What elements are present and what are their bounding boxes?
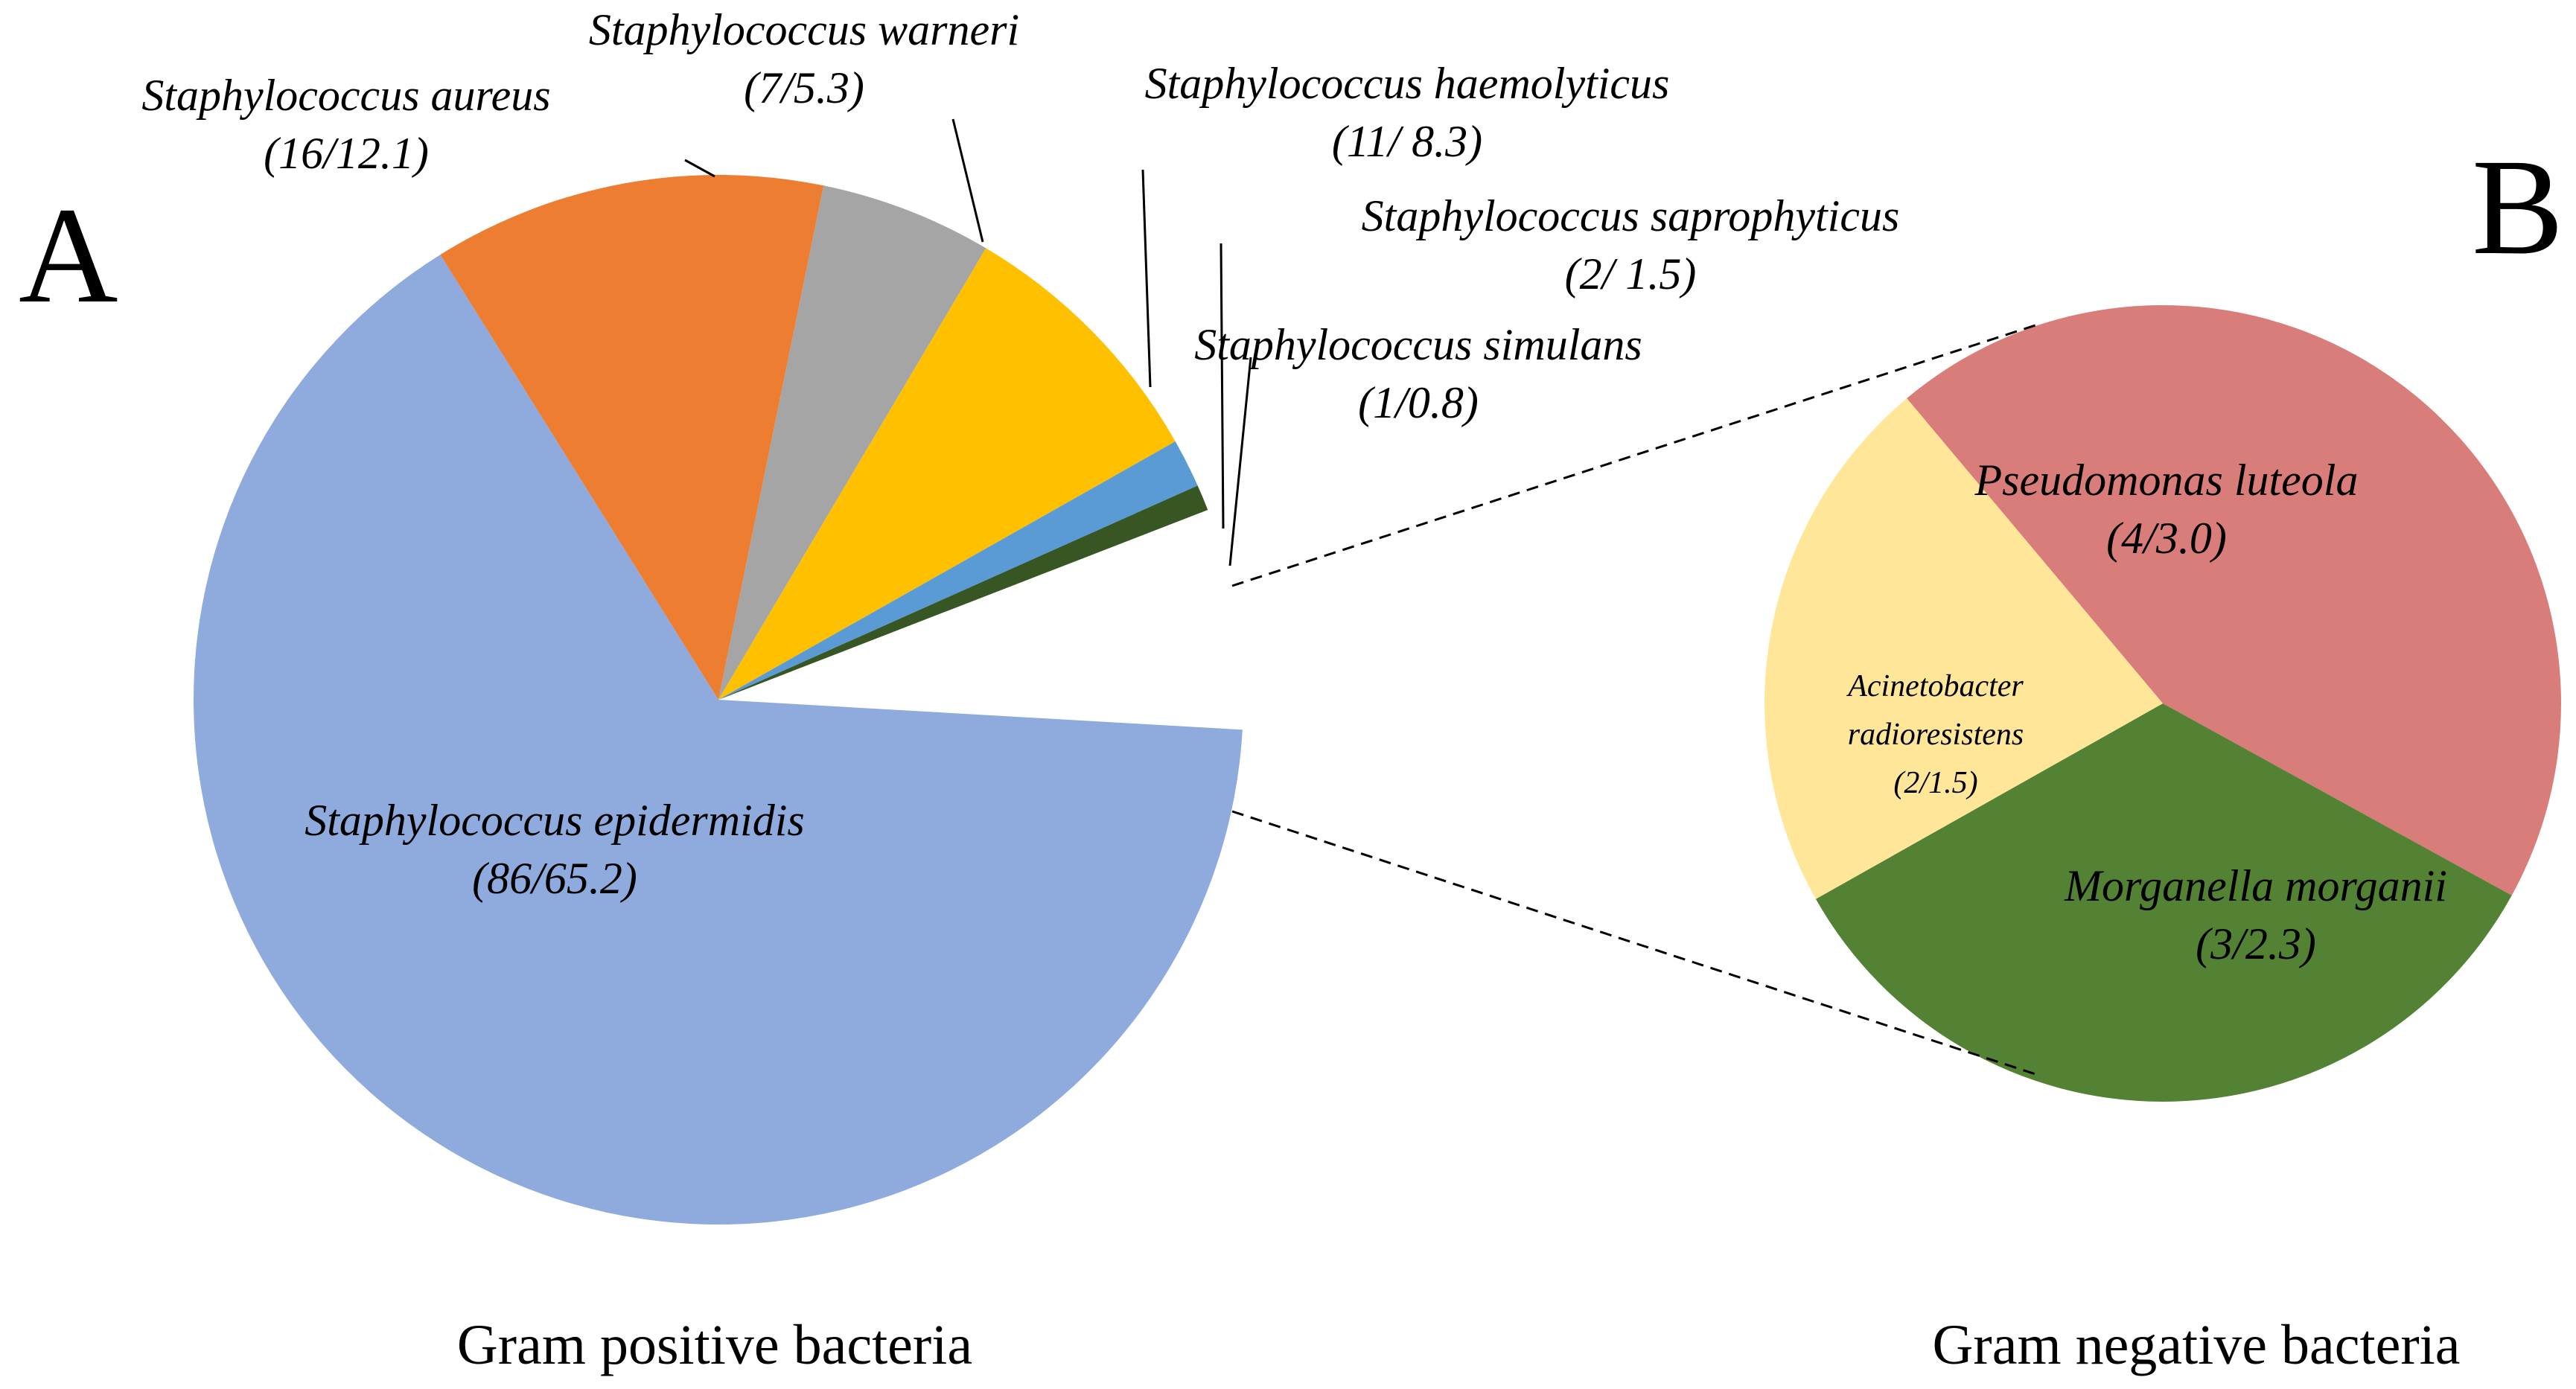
leader-line-haemolyticus xyxy=(1141,169,1152,388)
label-epidermidis-name: Staphylococcus epidermidis xyxy=(305,796,805,845)
label-luteola-value: (4/3.0) xyxy=(2106,514,2227,563)
label-simulans-name: Staphylococcus simulans xyxy=(1194,320,1642,369)
panel-letter-b: B xyxy=(2472,131,2563,284)
label-saprophyticus-name: Staphylococcus saprophyticus xyxy=(1362,191,1900,240)
leader-line-aureus xyxy=(684,159,715,178)
slice-b-1 xyxy=(1815,703,2512,1102)
slice-a-4 xyxy=(718,441,1198,700)
slice-a-1 xyxy=(440,175,824,700)
slice-a-0 xyxy=(194,255,1243,1225)
label-warneri-name: Staphylococcus warneri xyxy=(589,5,1019,54)
panel-letter-a: A xyxy=(19,179,118,332)
leader-line-warneri xyxy=(951,118,984,243)
slice-a-5 xyxy=(718,485,1208,700)
label-acinetobacter-name-line1: Acinetobacter xyxy=(1846,669,2024,703)
label-haemolyticus-name: Staphylococcus haemolyticus xyxy=(1145,59,1670,108)
label-morganii-value: (3/2.3) xyxy=(2196,919,2316,968)
label-morganii-name: Morganella morganii xyxy=(2064,861,2447,910)
leader-line-saprophyticus xyxy=(1220,243,1225,529)
label-saprophyticus-value: (2/ 1.5) xyxy=(1565,249,1697,298)
label-epidermidis-value: (86/65.2) xyxy=(472,854,637,903)
pie-chart-a xyxy=(194,175,1243,1225)
leader-line-simulans xyxy=(1228,357,1252,566)
connector-line-top xyxy=(1231,322,2041,587)
caption-gram-positive: Gram positive bacteria xyxy=(457,1314,972,1376)
label-luteola-name: Pseudomonas luteola xyxy=(1974,456,2359,505)
label-haemolyticus-value: (11/ 8.3) xyxy=(1332,117,1482,166)
label-warneri-value: (7/5.3) xyxy=(744,63,864,112)
label-acinetobacter-value: (2/1.5) xyxy=(1893,766,1977,800)
slice-a-3 xyxy=(718,248,1176,700)
connector-line-bottom xyxy=(1231,810,2041,1077)
label-aureus-value: (16/12.1) xyxy=(264,129,429,178)
slice-b-2 xyxy=(1764,398,2163,899)
pie-chart-b xyxy=(1764,305,2561,1102)
label-simulans-value: (1/0.8) xyxy=(1358,378,1479,427)
label-acinetobacter-name-line2: radioresistens xyxy=(1848,718,2024,752)
caption-gram-negative: Gram negative bacteria xyxy=(1933,1314,2461,1376)
slice-a-2 xyxy=(718,185,986,700)
label-aureus-name: Staphylococcus aureus xyxy=(141,71,550,120)
slice-b-0 xyxy=(1907,305,2561,895)
